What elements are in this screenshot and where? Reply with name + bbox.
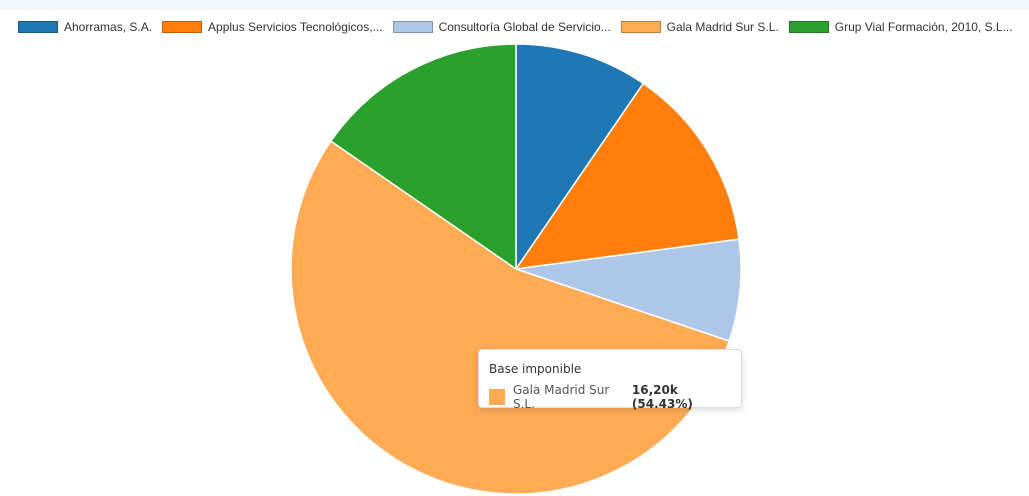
legend-label: Consultoría Global de Servicio... [438,20,611,34]
tooltip-value: 16,20k (54.43%) [631,383,693,411]
legend-label: Gala Madrid Sur S.L. [666,20,779,34]
tooltip-swatch [489,389,505,405]
legend-item[interactable]: Applus Servicios Tecnológicos,... [162,20,383,34]
legend-swatch [392,21,433,33]
legend-swatch [18,21,58,33]
pie-slice[interactable] [514,82,740,270]
legend-label: Applus Servicios Tecnológicos,... [208,20,383,34]
legend-item[interactable]: Gala Madrid Sur S.L. [620,20,779,34]
legend-label: Grup Vial Formación, 2010, S.L... [834,20,1013,34]
legend-item[interactable]: Ahorramas, S.A. [18,20,152,34]
tooltip-row: Gala Madrid Sur S.L. 16,20k (54.43%) [489,383,731,411]
pie-slice[interactable] [329,43,517,271]
chart-tooltip: Base imponible Gala Madrid Sur S.L. 16,2… [478,349,742,411]
legend-swatch [620,21,661,33]
legend-label: Ahorramas, S.A. [64,20,153,34]
legend-swatch [788,21,829,33]
pie-slice[interactable] [515,43,645,272]
legend-item[interactable]: Grup Vial Formación, 2010, S.L... [788,20,1013,34]
tooltip-title: Base imponible [489,362,582,376]
legend-item[interactable]: Consultoría Global de Servicio... [392,20,611,34]
top-band [0,0,1029,10]
chart-legend: Ahorramas, S.A. Applus Servicios Tecnológ… [18,18,1023,36]
legend-swatch [162,21,203,33]
tooltip-label: Gala Madrid Sur S.L. [513,383,610,411]
pie-slice[interactable] [515,238,742,343]
